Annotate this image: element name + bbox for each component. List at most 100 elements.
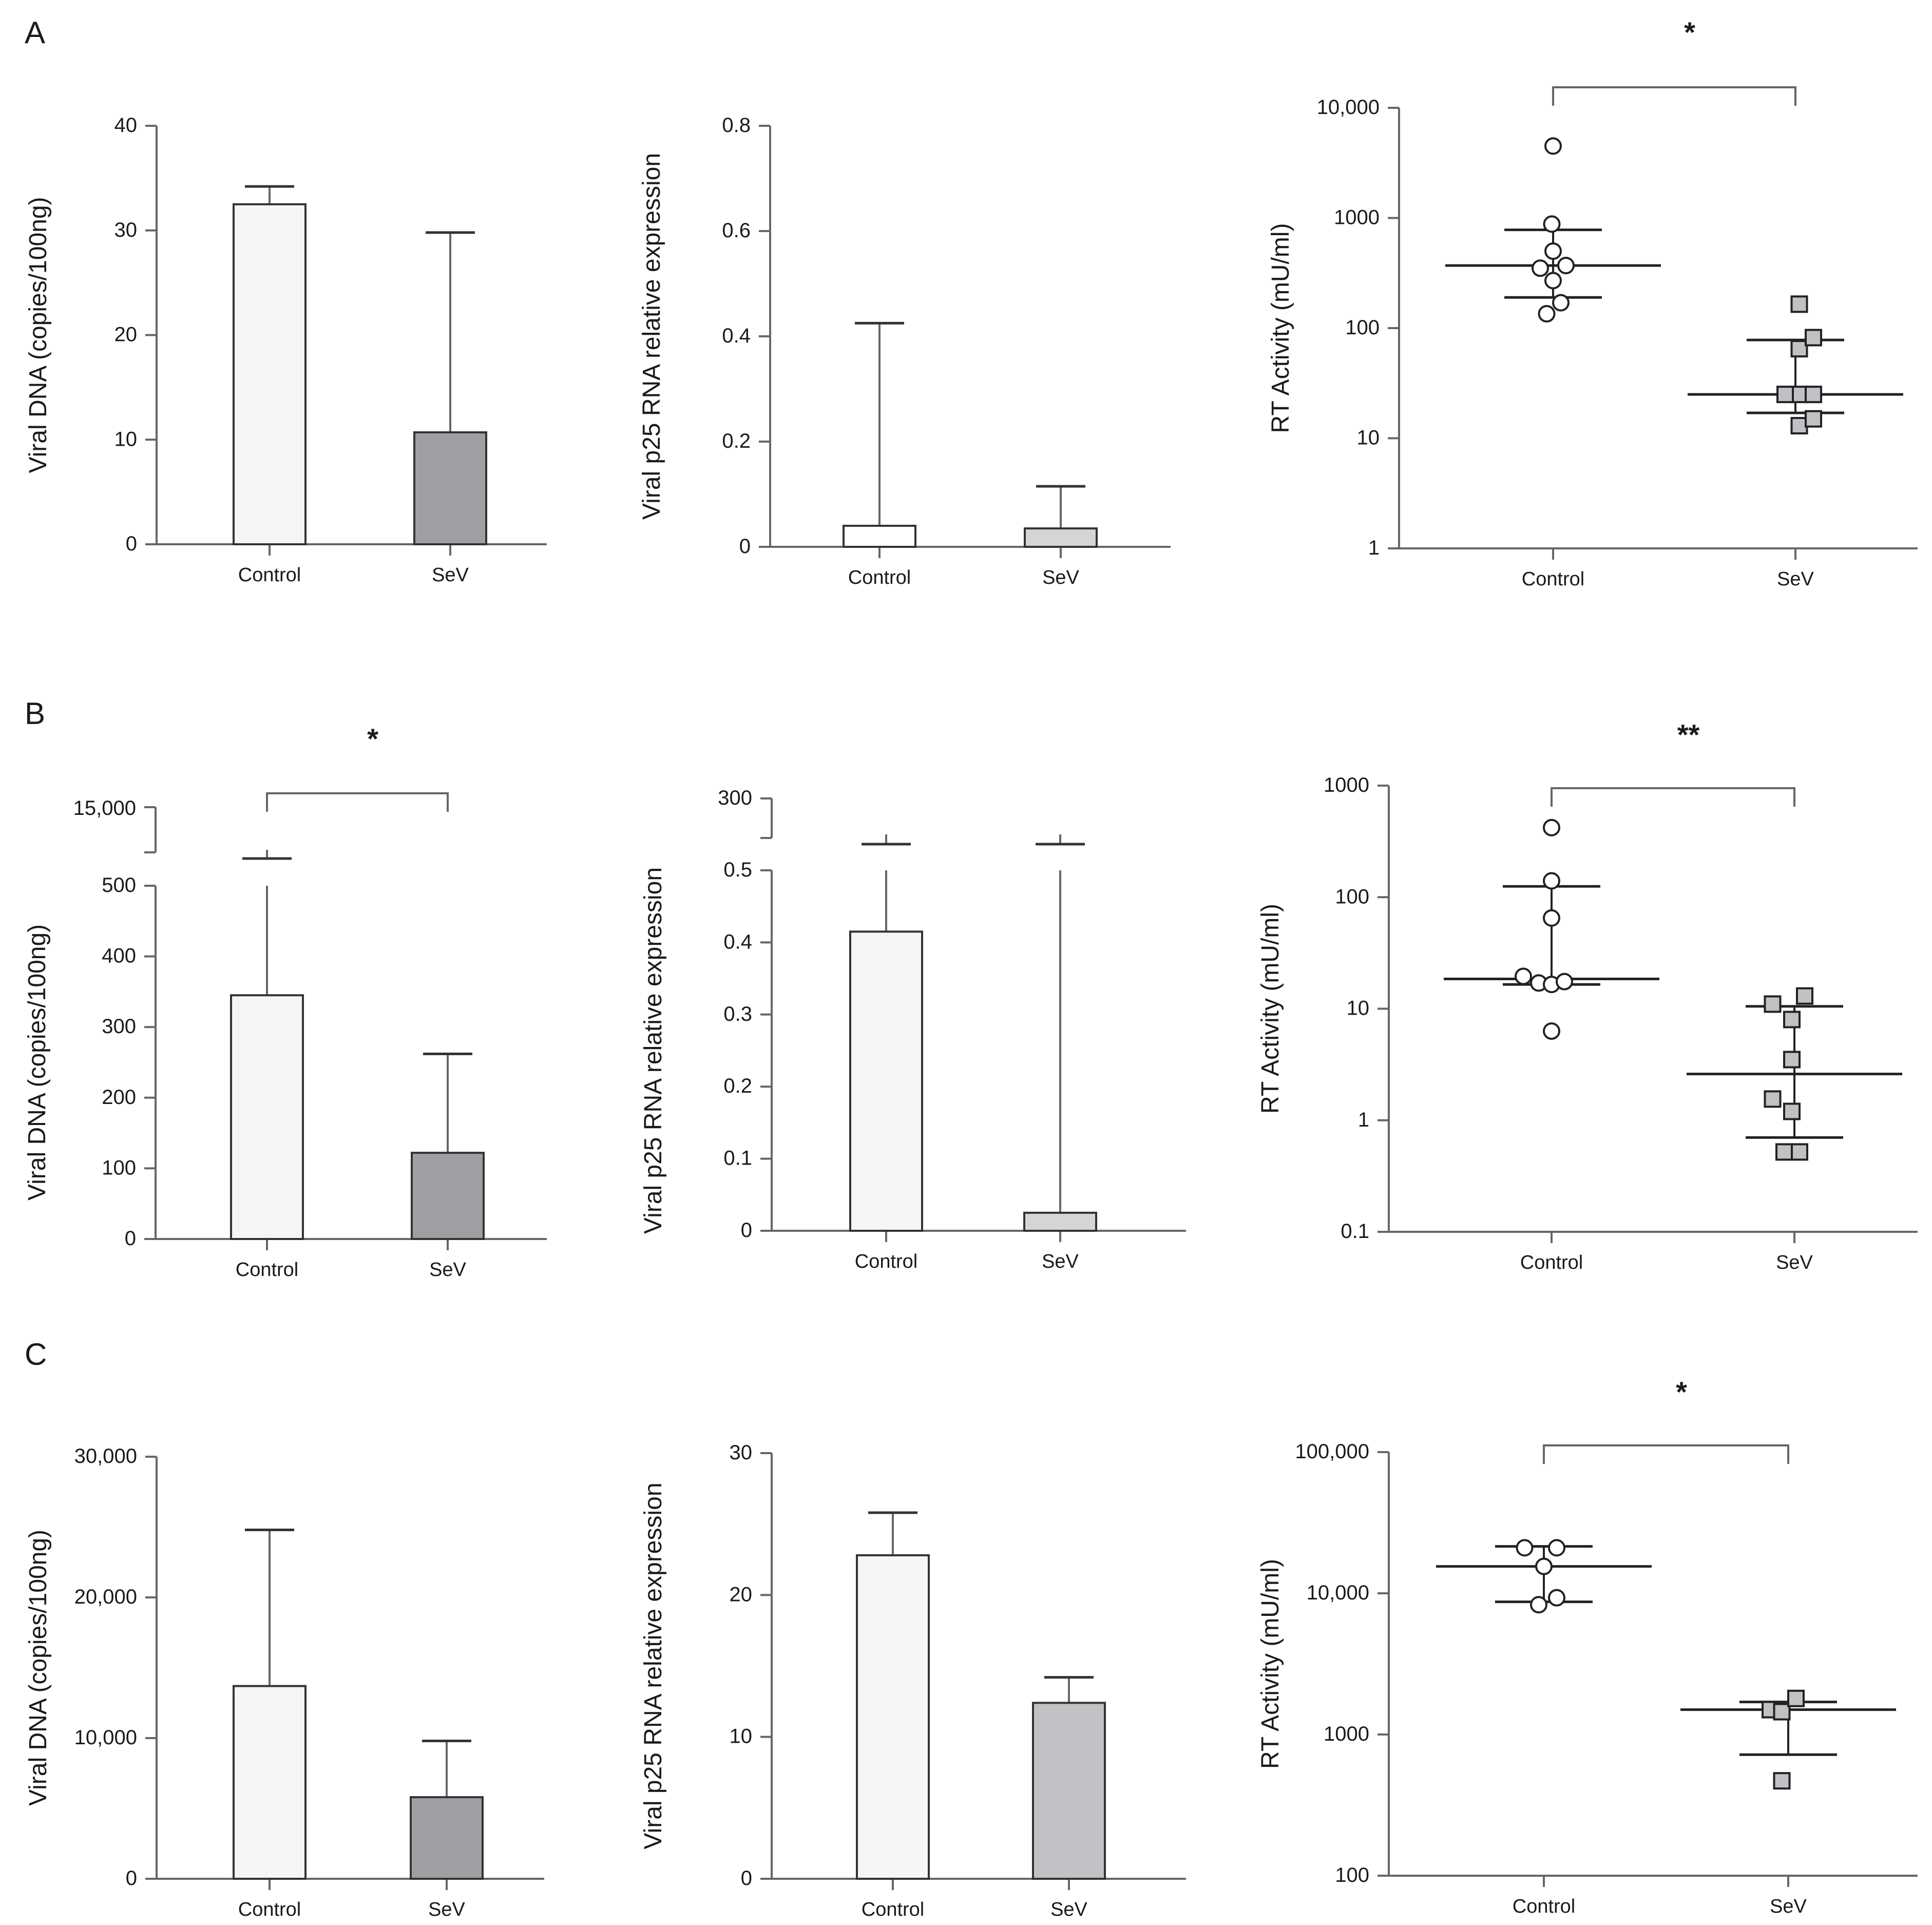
significance-bracket (266, 792, 449, 812)
x-category-label: Control (862, 1899, 925, 1920)
y-tick-label: 10 (114, 428, 138, 450)
data-point-sev (1773, 1772, 1791, 1790)
data-point-control (1543, 872, 1560, 890)
chart-b3: 0.1 1 10 100 1000 Control SeV RT Activity (mU/m… (1257, 718, 1918, 1273)
x-category-label: Control (238, 564, 301, 586)
x-category-label: SeV (432, 564, 469, 586)
significance-bracket (1543, 1444, 1789, 1464)
y-tick-label: 100 (1335, 1864, 1369, 1886)
y-tick-label: 100,000 (1295, 1440, 1369, 1463)
data-point-sev (1791, 1143, 1808, 1161)
data-point-control (1516, 1539, 1534, 1557)
panel-letter-c: C (25, 1337, 47, 1371)
data-point-sev (1783, 1011, 1801, 1028)
y-tick-label: 40 (114, 114, 138, 137)
y-axis-label: RT Activity (mU/ml) (1267, 223, 1294, 433)
data-point-control (1548, 1539, 1565, 1557)
x-category-label: Control (236, 1259, 299, 1281)
panel-letter-a: A (25, 15, 45, 50)
chart-c2: 0 10 20 30 Control SeV Viral p25 RNA relative … (640, 1441, 1186, 1920)
y-tick-label: 10 (730, 1725, 753, 1748)
y-tick-label: 0.8 (722, 114, 751, 137)
y-tick-label: 0 (125, 1227, 136, 1250)
data-point-sev (1790, 295, 1808, 313)
bar-control (230, 994, 304, 1241)
data-point-sev (1773, 1703, 1791, 1721)
y-tick-label: 30,000 (74, 1445, 137, 1467)
y-tick-label: 10 (1357, 427, 1380, 449)
data-point-sev (1805, 410, 1822, 428)
bar-sev (1032, 1702, 1106, 1880)
y-tick-label: 1 (1358, 1109, 1369, 1131)
chart-a3: 1 10 100 1000 10,000 Control SeV RT Activity (m… (1267, 16, 1918, 590)
y-tick-label-upper: 300 (718, 787, 752, 809)
data-point-control (1557, 257, 1575, 275)
data-point-control (1515, 967, 1532, 985)
y-tick-label: 20 (730, 1583, 753, 1606)
data-point-sev (1775, 1143, 1793, 1161)
significance-marker: ** (1677, 718, 1700, 751)
x-category-label: Control (238, 1899, 301, 1920)
data-point-sev (1764, 1090, 1782, 1108)
data-point-control (1543, 1022, 1560, 1040)
x-category-label: Control (1513, 1896, 1576, 1917)
y-tick-label: 0.1 (1341, 1220, 1369, 1243)
y-tick-label: 30 (114, 219, 138, 241)
y-tick-label: 200 (102, 1086, 136, 1109)
y-axis-label: Viral p25 RNA relative expression (640, 1482, 667, 1849)
data-point-control (1538, 305, 1556, 323)
y-tick-label: 0.5 (723, 859, 752, 881)
significance-marker: * (367, 722, 378, 755)
y-axis-label: Viral DNA (copies/100ng) (25, 197, 52, 473)
data-point-control (1532, 259, 1549, 277)
y-tick-label: 0.4 (723, 930, 752, 953)
data-point-control (1535, 1557, 1553, 1575)
bar-sev (1023, 1211, 1097, 1232)
bar-control (843, 525, 916, 548)
data-point-control (1530, 1596, 1547, 1614)
bar-control (233, 1685, 307, 1880)
y-tick-label: 0 (126, 532, 137, 555)
y-tick-label: 0 (126, 1867, 137, 1890)
y-tick-label: 0.2 (723, 1075, 752, 1097)
data-point-control (1543, 215, 1561, 233)
y-tick-label: 400 (102, 945, 136, 967)
y-tick-label: 100 (102, 1156, 136, 1179)
data-point-sev (1790, 340, 1808, 358)
x-category-label: SeV (1776, 1252, 1813, 1273)
y-tick-label: 20 (114, 323, 138, 346)
y-tick-label: 0 (741, 1867, 752, 1890)
bar-sev (413, 431, 487, 545)
y-tick-label: 1000 (1324, 774, 1369, 796)
data-point-control (1552, 294, 1570, 312)
y-tick-label: 1000 (1334, 206, 1380, 229)
y-tick-label: 1 (1368, 537, 1380, 559)
data-point-control (1543, 818, 1560, 836)
y-tick-label: 1000 (1324, 1723, 1369, 1745)
y-tick-label: 100 (1345, 316, 1380, 339)
y-tick-label: 30 (730, 1441, 753, 1464)
chart-a2: 0 0.2 0.4 0.6 0.8 Control SeV Viral p25 RNA rel… (638, 114, 1171, 588)
data-point-sev (1764, 995, 1782, 1013)
y-tick-label: 0.4 (722, 325, 751, 347)
x-category-label: Control (855, 1251, 918, 1272)
significance-marker: * (1684, 16, 1695, 48)
x-category-label: SeV (1777, 568, 1814, 590)
bar-sev (411, 1152, 485, 1240)
bar-sev (1024, 527, 1098, 548)
bar-control (233, 203, 307, 545)
y-axis-label: Viral p25 RNA relative expression (640, 867, 667, 1234)
y-axis-label: Viral p25 RNA relative expression (638, 153, 665, 520)
data-point-control (1543, 909, 1560, 927)
y-axis-label: RT Activity (mU/ml) (1257, 904, 1284, 1114)
y-axis-label: Viral DNA (copies/100ng) (25, 1530, 52, 1806)
y-tick-label: 0 (739, 535, 751, 558)
x-category-label: SeV (1770, 1896, 1807, 1917)
chart-c3: 100 1000 10,000 100,000 Control SeV RT Activit… (1257, 1376, 1918, 1917)
x-category-label: Control (848, 567, 911, 588)
y-tick-label: 10,000 (1307, 1581, 1369, 1604)
x-category-label: SeV (1050, 1899, 1087, 1920)
x-category-label: Control (1522, 568, 1585, 590)
x-category-label: SeV (1042, 567, 1079, 588)
